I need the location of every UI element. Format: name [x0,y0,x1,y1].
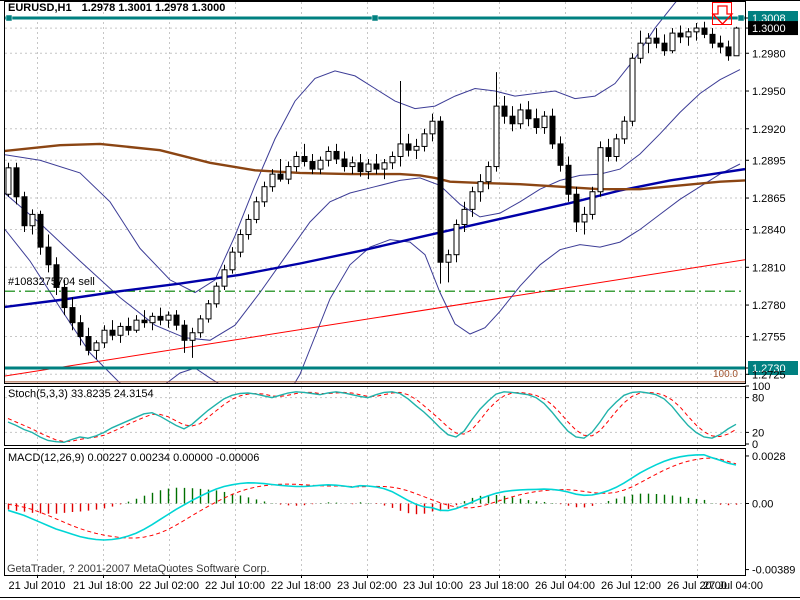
chart-header: EURUSD,H1 1.2978 1.3001 1.2978 1.3000 [8,2,225,14]
time-axis-label: 27 Jul 04:00 [703,580,763,592]
bollinger-lower-line [5,163,741,383]
stochastic-main-line [7,391,737,444]
macd-main-line [7,453,737,541]
candles-layer [5,21,740,360]
bollinger-upper-line [5,2,677,294]
price-axis-label: 1.2895 [752,155,786,167]
macd-axis-label: -0.00389 [752,565,795,577]
time-axis-label: 21 Jul 18:00 [73,580,133,592]
copyright-label: GetaTrader, ? 2001-2007 MetaQuotes Softw… [7,563,270,575]
current-price-badge [748,21,798,36]
stochastic-axis-label: 100 [752,381,770,393]
sell-arrow-marker[interactable] [711,2,734,25]
time-axis-label: 21 Jul 2010 [9,580,66,592]
stochastic-axis-label: 20 [752,427,764,439]
moving-average-blue [5,167,745,309]
time-axis-label: 22 Jul 02:00 [139,580,199,592]
stochastic-axis-label: 80 [752,393,764,405]
macd-indicator-label: MACD(12,26,9) 0.00227 0.00234 0.00000 -0… [8,452,260,464]
price-badge-text: 1.3000 [752,23,786,35]
stochastic-indicator-label: Stoch(5,3,3) 33.8235 24.3154 [8,388,154,400]
time-axis-label: 23 Jul 10:00 [403,580,463,592]
time-axis-label: 26 Jul 20:00 [667,580,727,592]
macd-axis-label: 0.00 [752,499,773,511]
time-axis-label: 22 Jul 18:00 [271,580,331,592]
macd-axis-label: 0.0028 [752,451,786,463]
trendline-red[interactable] [0,259,745,377]
price-level-badge [748,361,798,375]
moving-average-brown [5,142,745,191]
sell-order-label: #1083275704 sell [8,276,95,288]
price-axis-label: 1.2865 [752,193,786,205]
stochastic-axis-label: 0 [752,439,758,451]
price-axis-label: 1.2755 [752,332,786,344]
price-axis-label: 1.2840 [752,225,786,237]
fibonacci-level-label: 100.0 [712,369,738,380]
bollinger-middle-line [5,69,741,341]
price-axis-label: 1.2980 [752,48,786,60]
macd-pane[interactable] [5,449,745,575]
price-axis: 1.30081.30001.29801.29501.29201.28951.28… [745,10,798,577]
time-axis-label: 23 Jul 02:00 [337,580,397,592]
price-axis-label: 1.2810 [752,262,786,274]
line-selection-handle-left[interactable] [5,14,13,22]
time-axis-label: 22 Jul 10:00 [205,580,265,592]
symbol-period-label: EURUSD,H1 [8,2,72,14]
price-axis-label: 1.2780 [752,300,786,312]
time-axis: 21 Jul 2010 21 Jul 18:00 22 Jul 02:00 22 Ju… [9,575,763,592]
time-axis-label: 26 Jul 12:00 [601,580,661,592]
line-selection-handle-center[interactable] [371,14,379,22]
price-badge-text: 1.2730 [752,363,786,375]
price-axis-label: 1.2725 [752,369,786,381]
main-price-pane[interactable] [0,0,745,406]
time-axis-label: 26 Jul 04:00 [535,580,595,592]
price-axis-label: 1.2950 [752,86,786,98]
ohlc-values: 1.2978 1.3001 1.2978 1.3000 [81,2,226,14]
time-axis-label: 23 Jul 18:00 [469,580,529,592]
stochastic-pane[interactable] [5,387,745,445]
line-selection-handle-right[interactable] [737,14,745,22]
price-axis-label: 1.2920 [752,124,786,136]
